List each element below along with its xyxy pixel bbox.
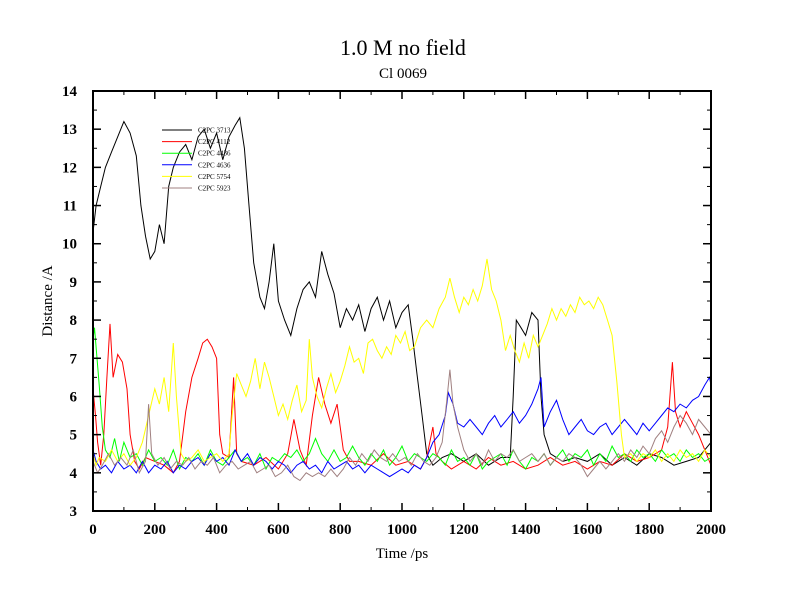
x-axis-label: Time /ps: [376, 546, 429, 562]
legend-label-0: C2PC 3713: [198, 127, 231, 135]
series-line-0: [92, 116, 712, 466]
series-line-3: [92, 376, 712, 478]
legend-label-4: C2PC 5754: [198, 173, 231, 181]
chart-subtitle: Cl 0069: [379, 66, 427, 82]
legend-label-1: C2PC 4112: [198, 138, 231, 146]
y-tick-label: 14: [62, 84, 78, 100]
y-tick-label: 11: [63, 199, 77, 215]
y-tick-label: 8: [70, 313, 78, 329]
x-tick-label: 0: [89, 522, 97, 538]
x-tick-label: 1800: [634, 522, 664, 538]
y-tick-label: 4: [70, 466, 78, 482]
legend-label-3: C2PC 4636: [198, 161, 231, 169]
y-tick-label: 7: [70, 351, 78, 367]
y-tick-label: 3: [70, 504, 78, 520]
x-tick-label: 800: [329, 522, 352, 538]
x-tick-label: 1600: [572, 522, 602, 538]
y-tick-label: 5: [70, 428, 78, 444]
chart-title: 1.0 M no field: [340, 35, 466, 60]
series-layer: [92, 116, 712, 482]
x-tick-label: 1200: [449, 522, 479, 538]
x-tick-label: 400: [205, 522, 228, 538]
series-line-5: [92, 369, 712, 482]
legend-label-2: C2PC 4436: [198, 150, 231, 158]
y-tick-label: 12: [62, 160, 77, 176]
y-tick-label: 10: [62, 237, 77, 253]
x-tick-label: 200: [144, 522, 167, 538]
legend: C2PC 3713 C2PC 4112 C2PC 4436 C2PC 4636 C2PC…: [162, 127, 231, 193]
y-tick-label: 9: [70, 275, 78, 291]
series-line-2: [92, 327, 712, 471]
y-tick-label: 13: [62, 122, 77, 138]
ticks-layer: 0 200 400 600 800 1000 1200 1400 1600 1800 2000 3 4 5…: [62, 84, 726, 538]
y-tick-label: 6: [70, 389, 78, 405]
series-line-4: [92, 258, 712, 467]
x-tick-label: 1400: [511, 522, 541, 538]
legend-label-5: C2PC 5923: [198, 185, 231, 193]
x-tick-label: 2000: [696, 522, 726, 538]
x-tick-label: 1000: [387, 522, 417, 538]
y-axis-label: Distance /A: [40, 265, 56, 336]
x-tick-label: 600: [267, 522, 290, 538]
